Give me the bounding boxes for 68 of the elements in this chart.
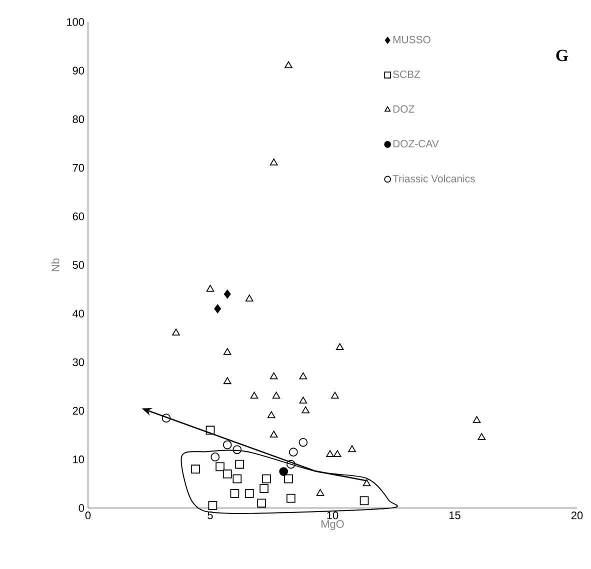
point (279, 467, 288, 476)
point (232, 474, 242, 484)
y-tick-label: 100 (67, 18, 84, 26)
point (272, 392, 280, 399)
x-tick-label: 15 (449, 512, 460, 520)
point (331, 392, 339, 399)
legend-label: DOZ-CAV (393, 140, 439, 148)
point (316, 488, 324, 496)
y-tick-label: 40 (72, 310, 84, 318)
point (270, 372, 278, 380)
point (298, 438, 308, 447)
point (244, 488, 254, 498)
legend-label: MUSSO (393, 36, 430, 44)
point (230, 488, 240, 498)
point (216, 462, 224, 472)
y-tick-label: 0 (78, 504, 84, 512)
point (288, 448, 298, 457)
point (326, 450, 334, 457)
point (284, 474, 293, 484)
point (270, 430, 278, 438)
point (267, 411, 276, 418)
point (172, 328, 180, 336)
point (333, 450, 342, 457)
y-tick-label: 50 (72, 261, 84, 269)
point (223, 348, 232, 355)
point (286, 494, 296, 503)
point (206, 284, 214, 292)
point (208, 501, 218, 510)
point (260, 484, 268, 493)
legend-label: DOZ (393, 105, 414, 113)
legend-label: Triassic Volcanics (392, 174, 475, 182)
point (191, 464, 200, 474)
point (270, 158, 278, 166)
legend-label: SCBZ (393, 70, 420, 78)
point (210, 452, 220, 462)
y-tick-label: 70 (72, 164, 84, 172)
point (235, 460, 244, 469)
point (302, 406, 310, 414)
y-tick-label: 90 (72, 66, 84, 74)
y-axis-title: Nb (51, 258, 60, 272)
point (250, 392, 258, 399)
point (257, 498, 266, 508)
point (472, 416, 481, 423)
y-tick-label: 30 (72, 358, 84, 366)
y-tick-label: 10 (73, 456, 84, 464)
point (214, 304, 222, 314)
point (478, 433, 486, 440)
point (336, 343, 344, 350)
x-tick-label: 0 (85, 512, 91, 520)
point (360, 496, 369, 506)
x-tick-label: 10 (327, 512, 338, 520)
y-tick-label: 60 (72, 212, 84, 220)
point (284, 61, 292, 68)
point (348, 445, 356, 452)
point (223, 377, 232, 384)
point (245, 294, 254, 302)
point (224, 290, 231, 299)
x-axis-title: MgO (322, 520, 344, 530)
point (299, 372, 308, 380)
point (362, 479, 371, 486)
point (222, 440, 232, 450)
x-tick-label: 20 (571, 512, 583, 520)
point (222, 470, 232, 478)
y-tick-label: 80 (72, 115, 84, 124)
point (262, 474, 271, 484)
annotation: G (556, 50, 568, 62)
y-tick-label: 20 (72, 406, 84, 415)
point (299, 396, 308, 404)
